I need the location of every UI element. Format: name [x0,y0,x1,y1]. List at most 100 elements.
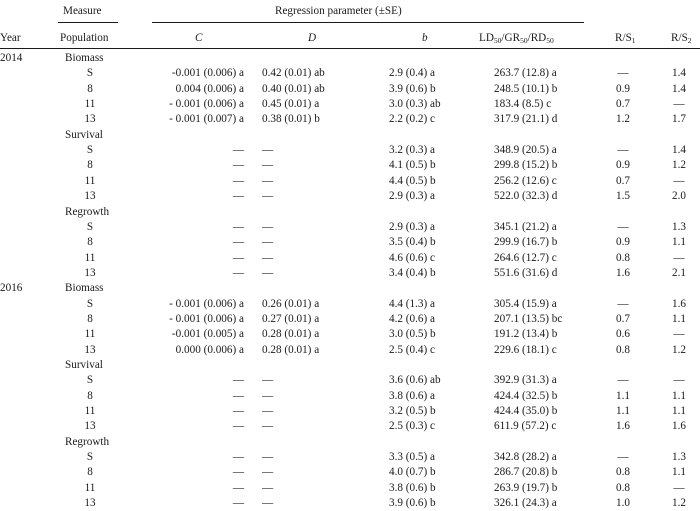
rs2-value-cell: — [673,374,685,387]
population-cell: 11 [84,251,96,264]
c-value-cell: — [232,159,244,172]
rs2-value-cell: — [673,174,685,187]
d-value-cell: — [262,374,274,387]
year-cell: 2014 [0,52,23,64]
ld-value-cell: 263.9 (19.7) b [494,481,558,494]
d-value-cell: 0.27 (0.01) a [262,312,320,325]
d-value-cell: 0.38 (0.01) b [262,113,320,126]
c-value-cell: — [232,466,244,479]
rs1-value-cell: 0.7 [616,174,630,187]
c-value-cell: — [232,420,244,433]
population-cell: 11 [84,405,96,418]
d-value-cell: — [262,144,274,157]
c-value-cell: — [232,190,244,203]
rs2-value-cell: 2.0 [672,190,686,203]
c-value-cell: — [232,497,244,510]
table-row: 13 0.000 (0.006) a 0.28 (0.01) a 2.5 (0.4) … [0,343,700,358]
rs1-subscript: 1 [631,36,636,45]
population-cell: 8 [87,466,93,479]
b-value-cell: 3.6 (0.6) ab [389,374,441,387]
ld-value-cell: 263.7 (12.8) a [494,67,557,80]
rs2-value-cell: 1.1 [672,389,686,402]
rs1-value-cell: 0.8 [616,481,630,494]
b-value-cell: 4.1 (0.5) b [389,159,436,172]
d-value-cell: 0.40 (0.01) ab [262,82,325,95]
population-cell: S [86,144,94,157]
b-value-cell: 3.2 (0.5) b [389,405,436,418]
population-header: Population [60,32,109,44]
rs2-value-cell: — [673,328,685,341]
c-value-cell: - 0.001 (0.006) a [169,98,244,111]
population-cell: 8 [87,82,93,95]
c-value-cell: -0.001 (0.006) a [171,67,244,80]
ld-value-cell: 299.8 (15.2) b [494,159,558,172]
ld-label: LD [479,32,494,44]
group-row: 2014 Biomass [0,51,700,66]
rs1-value-cell: 0.8 [616,251,630,264]
ld-value-cell: 326.1 (24.3) a [494,497,557,510]
rs1-value-cell: 0.9 [616,236,630,249]
b-value-cell: 2.9 (0.3) a [389,220,435,233]
population-cell: 11 [84,328,96,341]
d-value-cell: 0.42 (0.01) ab [262,67,325,80]
group-row: Regrowth [0,435,700,450]
rs1-value-cell: — [617,144,629,157]
rs1-value-cell: 0.8 [616,343,630,356]
c-value-cell: - 0.001 (0.007) a [169,113,244,126]
group-row: Regrowth [0,205,700,220]
rs1-value-cell: — [617,220,629,233]
population-cell: S [86,67,94,80]
b-value-cell: 3.8 (0.6) a [389,389,435,402]
b-value-cell: 2.5 (0.4) c [389,343,435,356]
d-value-cell: — [262,220,274,233]
measure-label: Regrowth [65,205,110,218]
measure-label: Biomass [65,282,104,295]
d-value-cell: — [262,405,274,418]
table-row: 11 — — 4.6 (0.6) c 264.6 (12.7) c 0.8 — [0,251,700,266]
c-value-cell: — [232,220,244,233]
ld-value-cell: 551.6 (31.6) d [494,266,558,279]
table-row: S — — 3.3 (0.5) a 342.8 (28.2) a — 1.3 [0,450,700,465]
measure-underline [58,22,118,23]
rd-subscript: 50 [546,36,554,45]
b-value-cell: 3.8 (0.6) b [389,481,436,494]
table-row: S — — 2.9 (0.3) a 345.1 (21.2) a — 1.3 [0,220,700,235]
group-row: Survival [0,128,700,143]
ld-value-cell: 424.4 (32.5) b [494,389,558,402]
ld-value-cell: 424.4 (35.0) b [494,405,558,418]
table-row: 13 - 0.001 (0.007) a 0.38 (0.01) b 2.2 (0.2… [0,112,700,127]
d-value-cell: 0.28 (0.01) a [262,328,320,341]
table-row: 8 — — 4.0 (0.7) b 286.7 (20.8) b 0.8 1.1 [0,465,700,480]
d-value-cell: — [262,420,274,433]
table-row: S -0.001 (0.006) a 0.42 (0.01) ab 2.9 (0.4)… [0,66,700,81]
rs2-value-cell: — [673,481,685,494]
rs2-value-cell: 1.2 [672,497,686,510]
population-cell: S [86,220,94,233]
b-value-cell: 3.5 (0.4) b [389,236,436,249]
ld-value-cell: 229.6 (18.1) c [494,343,557,356]
b-value-cell: 3.9 (0.6) b [389,82,436,95]
measure-label: Biomass [65,52,104,64]
c-value-cell: — [232,251,244,264]
rs2-value-cell: 1.1 [672,312,686,325]
d-value-cell: — [262,251,274,264]
b-value-cell: 2.2 (0.2) c [389,113,435,126]
table-row: 11 -0.001 (0.005) a 0.28 (0.01) a 3.0 (0.5)… [0,327,700,342]
population-cell: S [86,374,94,387]
table-row: 11 — — 4.4 (0.5) b 256.2 (12.6) c 0.7 — [0,174,700,189]
rs2-value-cell: 1.4 [672,67,686,80]
table-row: 11 — — 3.8 (0.6) b 263.9 (19.7) b 0.8 — [0,481,700,496]
measure-label: Survival [65,359,103,371]
c-value-cell: - 0.001 (0.006) a [169,297,244,310]
rs2-value-cell: 1.7 [672,113,686,126]
ld-gr-rd-header: LD50/GR50/RD50 [479,32,554,45]
ld-value-cell: 392.9 (31.3) a [494,374,557,387]
rs1-value-cell: 1.6 [616,266,630,279]
population-cell: 13 [84,343,96,356]
b-value-cell: 3.0 (0.5) b [389,328,436,341]
rs1-value-cell: — [617,451,629,464]
table-row: 8 — — 3.5 (0.4) b 299.9 (16.7) b 0.9 1.1 [0,235,700,250]
rs1-value-cell: 0.9 [616,82,630,95]
c-value-cell: 0.000 (0.006) a [175,343,244,356]
rs2-label: R/S [671,32,688,44]
